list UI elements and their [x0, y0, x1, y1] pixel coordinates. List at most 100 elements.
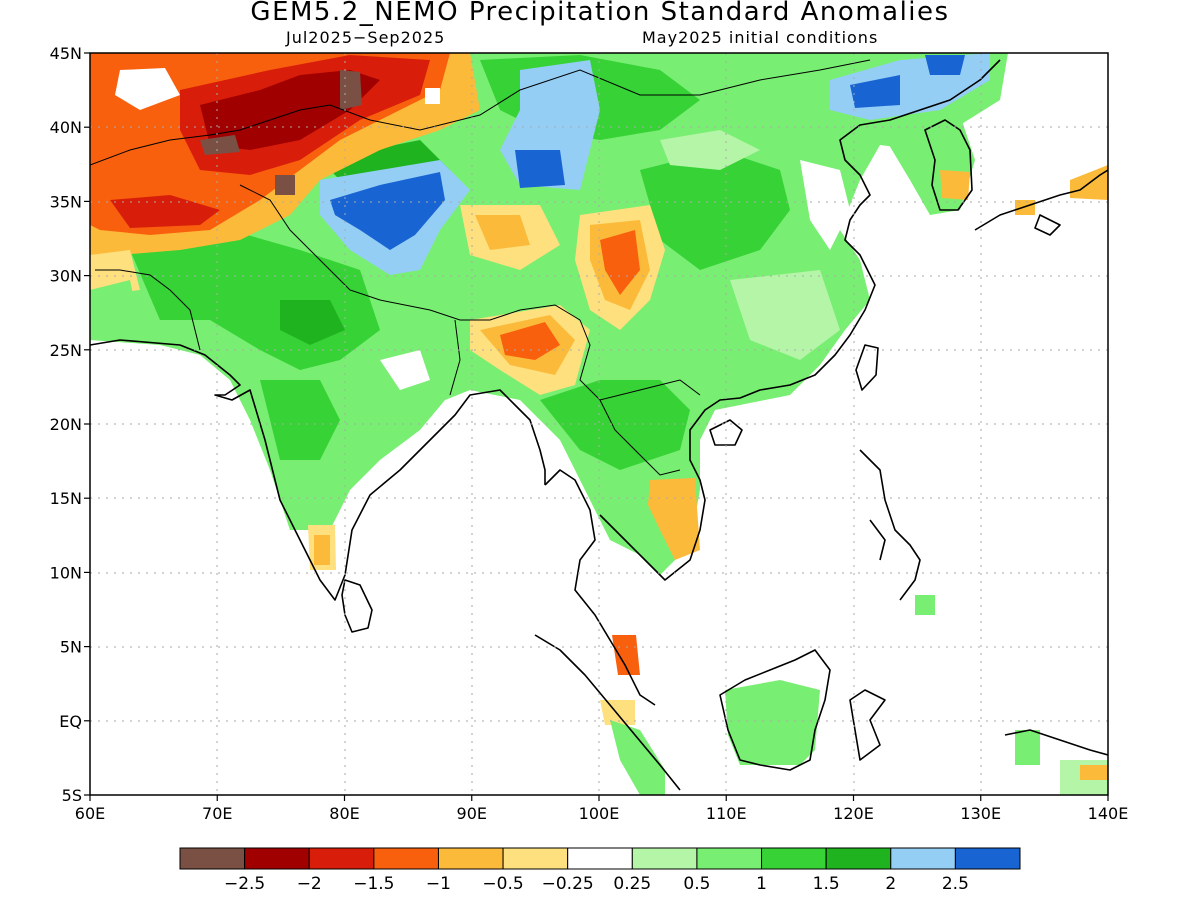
- neutral-region: [800, 160, 850, 250]
- coastline-japan: [974, 169, 1108, 236]
- positive-anomaly-region: [915, 595, 935, 615]
- coastlines: [90, 59, 1108, 791]
- positive-anomaly-region: [610, 720, 665, 795]
- strong-positive-anomaly: [540, 380, 690, 470]
- longitude-axis: 60E 70E 80E 90E 100E 110E 120E 130E 140E: [75, 795, 1129, 823]
- coastline-borneo: [719, 649, 831, 771]
- coastline-korea: [924, 119, 973, 211]
- y-tick-label: 10N: [50, 563, 82, 582]
- y-tick-label: EQ: [59, 712, 82, 731]
- border-line: [239, 184, 581, 321]
- anomaly-fields: [90, 53, 1108, 795]
- coastline-sri-lanka: [341, 579, 373, 633]
- y-tick-label: 45N: [50, 44, 82, 63]
- colorbar-swatch: [244, 847, 310, 870]
- colorbar-label: −0.25: [542, 874, 594, 894]
- colorbar-swatch: [825, 847, 892, 870]
- weak-positive-anomaly: [660, 130, 760, 170]
- neutral-region: [115, 68, 180, 110]
- colorbar-swatch: [761, 847, 827, 870]
- border-line: [95, 269, 201, 351]
- negative-anomaly-region: [648, 478, 700, 560]
- colorbar-swatch: [631, 847, 698, 870]
- negative-anomaly-region: [200, 70, 380, 150]
- x-tick-label: 60E: [75, 804, 105, 823]
- colorbar-swatch: [437, 847, 504, 870]
- negative-anomaly-region: [940, 170, 970, 200]
- x-tick-label: 140E: [1088, 804, 1129, 823]
- negative-anomaly-region: [110, 195, 220, 228]
- extreme-positive-anomaly: [515, 150, 565, 188]
- colorbar-label: −1: [426, 874, 451, 894]
- colorbar-label: 0.5: [683, 874, 710, 894]
- colorbar-label: −2: [297, 874, 322, 894]
- y-tick-label: 30N: [50, 267, 82, 286]
- colorbar-label: −0.5: [482, 874, 523, 894]
- x-tick-label: 100E: [579, 804, 620, 823]
- extreme-negative-anomaly: [340, 70, 362, 110]
- coastline-sulawesi: [849, 689, 886, 761]
- colorbar-swatch: [890, 847, 956, 870]
- coastline-sumatra: [534, 634, 681, 791]
- x-tick-label: 70E: [202, 804, 232, 823]
- neutral-region: [425, 88, 440, 104]
- negative-anomaly-region: [475, 215, 530, 250]
- y-tick-label: 5N: [60, 638, 82, 657]
- coastline-new-guinea: [1004, 729, 1108, 756]
- positive-anomaly-region: [90, 280, 140, 330]
- neutral-region: [380, 350, 430, 390]
- colorbar-swatch: [502, 847, 569, 870]
- weak-positive-anomaly: [730, 270, 840, 360]
- coastline-india: [90, 339, 546, 601]
- extreme-negative-anomaly: [275, 175, 295, 195]
- coastline-philippines: [859, 449, 921, 601]
- y-tick-label: 35N: [50, 192, 82, 211]
- y-tick-label: 15N: [50, 489, 82, 508]
- season-label: Jul2025−Sep2025: [286, 28, 446, 47]
- extreme-positive-anomaly: [330, 172, 445, 250]
- colorbar-swatch: [696, 847, 763, 870]
- extreme-positive-anomaly: [850, 75, 900, 108]
- x-tick-label: 80E: [329, 804, 359, 823]
- national-borders: [90, 59, 871, 476]
- colorbar-label: −2.5: [224, 874, 265, 894]
- positive-anomaly-region: [1015, 730, 1040, 765]
- colorbar-swatch: [373, 847, 439, 870]
- colorbar-label: 1: [756, 874, 767, 894]
- colorbar-label: 2: [885, 874, 896, 894]
- colorbar: −2.5 −2 −1.5 −1 −0.5 −0.25 0.25 0.5 1 1.5 2 2.5: [179, 847, 1021, 894]
- negative-anomaly-region: [612, 635, 640, 675]
- negative-anomaly-region: [600, 230, 640, 295]
- coastline-hainan: [709, 419, 743, 446]
- negative-anomaly-region: [1080, 765, 1108, 780]
- coastline-taiwan: [855, 344, 879, 391]
- strong-positive-anomaly: [260, 380, 340, 460]
- x-tick-label: 90E: [457, 804, 487, 823]
- negative-anomaly-region: [314, 535, 330, 565]
- x-tick-label: 130E: [960, 804, 1001, 823]
- y-tick-label: 40N: [50, 118, 82, 137]
- y-tick-label: 20N: [50, 415, 82, 434]
- strong-positive-anomaly: [640, 150, 790, 270]
- initial-conditions-label: May2025 initial conditions: [642, 28, 879, 47]
- weak-negative-anomaly: [600, 700, 635, 725]
- latitude-axis: 45N 40N 35N 30N 25N 20N 15N 10N 5N EQ 5S: [50, 44, 90, 805]
- border-line: [449, 319, 461, 396]
- graticule: [90, 53, 1108, 795]
- colorbar-swatch: [308, 847, 375, 870]
- colorbar-label: 0.25: [613, 874, 651, 894]
- positive-anomaly-region: [725, 680, 820, 765]
- border-line: [599, 399, 681, 476]
- strongest-positive-anomaly: [280, 300, 345, 345]
- coastline-indochina: [544, 59, 1001, 706]
- y-tick-label: 5S: [62, 786, 82, 805]
- extreme-positive-anomaly: [925, 55, 965, 75]
- colorbar-label: 1.5: [813, 874, 840, 894]
- extreme-negative-anomaly: [200, 135, 240, 155]
- map-title: GEM5.2_NEMO Precipitation Standard Anoma…: [250, 0, 950, 27]
- colorbar-swatch: [954, 847, 1021, 870]
- colorbar-label: 2.5: [942, 874, 969, 894]
- x-tick-label: 110E: [706, 804, 747, 823]
- x-tick-label: 120E: [833, 804, 874, 823]
